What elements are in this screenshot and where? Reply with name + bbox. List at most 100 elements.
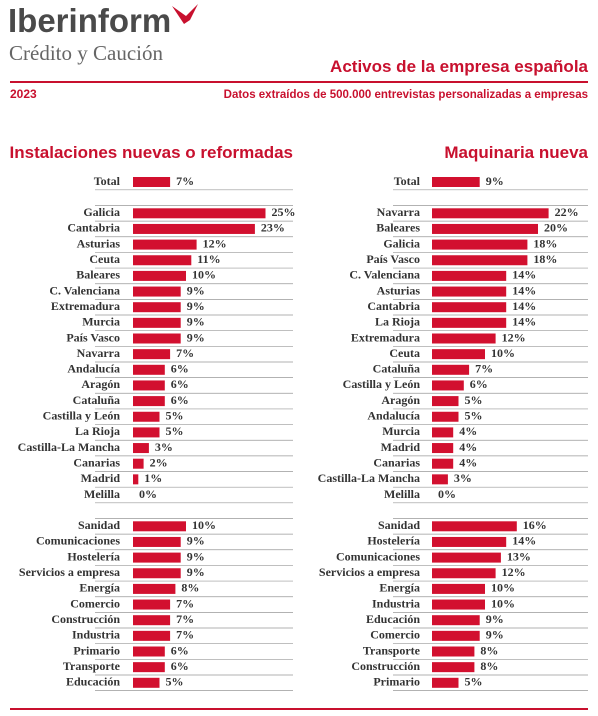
chart-title: Instalaciones nuevas o reformadas [10,143,293,162]
bar [432,177,480,187]
category-label: Extremadura [51,299,120,313]
bar [133,552,181,563]
bar [432,536,507,547]
category-label: Industria [372,596,420,610]
category-label: Hostelería [367,534,420,548]
value-label: 10% [491,596,515,610]
bar [432,599,485,610]
value-label: 9% [187,315,205,329]
value-label: 9% [486,612,504,626]
bar [432,364,470,375]
value-label: 5% [465,393,483,407]
value-label: 18% [533,252,557,266]
value-label: 6% [470,377,488,391]
value-label: 22% [555,205,579,219]
category-label: La Rioja [375,315,420,329]
category-label: Andalucía [367,409,420,423]
bar [432,521,517,532]
category-label: Asturias [377,283,421,297]
value-label: 14% [512,534,536,548]
bar [133,536,181,547]
bar [432,396,459,407]
bar [432,630,480,641]
bar [432,458,454,469]
value-label: 5% [166,675,184,689]
subtitle: Datos extraídos de 500.000 entrevistas p… [224,89,588,101]
category-label: Energía [379,581,420,595]
bar [133,458,144,469]
category-label: Servicios a empresa [19,565,120,579]
value-label: 8% [181,581,199,595]
bar [133,317,181,328]
bar [432,677,459,688]
value-label: 8% [480,659,498,673]
category-label: Castilla-La Mancha [318,471,420,485]
value-label: 5% [465,409,483,423]
value-label: 1% [144,471,162,485]
value-label: 6% [171,362,189,376]
bar [133,662,165,673]
value-label: 7% [176,596,194,610]
category-label: Sanidad [378,518,420,532]
value-label: 6% [171,393,189,407]
bar [133,177,171,187]
value-label: 16% [523,518,547,532]
bar [133,333,181,344]
value-label: 20% [544,221,568,235]
category-label: Servicios a empresa [319,565,420,579]
category-label: Construcción [51,612,120,626]
category-label: Melilla [384,487,420,501]
category-label: Energía [79,581,120,595]
category-label: Canarias [73,455,120,469]
category-label: Comunicaciones [36,534,120,548]
value-label: 9% [187,299,205,313]
value-label: 9% [187,534,205,548]
category-label: País Vasco [366,252,420,266]
bar [133,208,266,219]
category-label: Aragón [381,393,420,407]
category-label: Sanidad [78,518,120,532]
bar [133,443,149,454]
value-label: 14% [512,283,536,297]
value-label: 9% [187,283,205,297]
value-label: 5% [166,409,184,423]
bar [133,677,160,688]
value-label: 18% [533,236,557,250]
bar [133,521,186,532]
value-label: 7% [176,174,194,188]
bar [432,270,507,281]
bar [133,583,176,594]
value-label: 3% [155,440,173,454]
bar [133,302,181,313]
value-label: 5% [465,675,483,689]
bar [432,239,528,250]
category-label: Industria [72,628,120,642]
category-label: Educación [66,675,120,689]
category-label: Transporte [363,643,421,657]
value-label: 7% [176,628,194,642]
bar [133,349,171,360]
value-label: 9% [187,549,205,563]
value-label: 9% [187,330,205,344]
bar [133,646,165,657]
value-label: 6% [171,377,189,391]
category-label: Ceuta [389,346,420,360]
bar [432,349,485,360]
category-label: Castilla y León [343,377,421,391]
category-label: Primario [373,675,420,689]
value-label: 10% [491,581,515,595]
value-label: 4% [459,424,477,438]
category-label: Comercio [370,628,420,642]
value-label: 7% [475,362,493,376]
category-label: Cataluña [373,362,420,376]
value-label: 12% [502,330,526,344]
category-label: Cantabria [67,221,120,235]
value-label: 0% [139,487,157,501]
category-label: Extremadura [351,330,420,344]
bar [133,255,192,266]
bar [432,223,538,234]
category-label: Comunicaciones [336,549,420,563]
bar [432,411,459,422]
value-label: 9% [486,628,504,642]
category-label: Navarra [377,205,420,219]
